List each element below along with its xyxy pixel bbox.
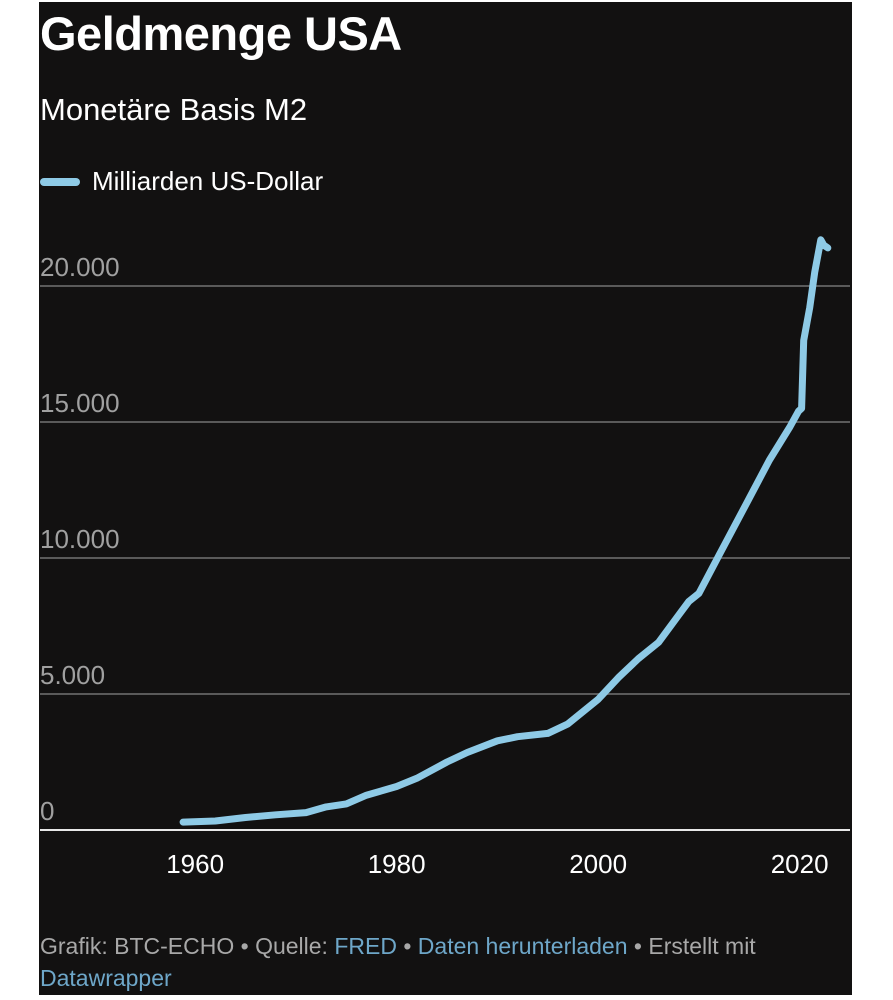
source-link[interactable]: FRED bbox=[334, 933, 397, 959]
y-tick-label: 15.000 bbox=[40, 388, 120, 418]
y-tick-label: 20.000 bbox=[40, 252, 120, 282]
chart-title: Geldmenge USA bbox=[40, 7, 402, 60]
legend-swatch bbox=[40, 177, 80, 186]
footer: Grafik: BTC-ECHO • Quelle: FRED • Daten … bbox=[40, 930, 855, 994]
footer-credit: Grafik: BTC-ECHO • Quelle: bbox=[40, 933, 335, 959]
x-tick-label: 2000 bbox=[569, 849, 627, 879]
x-tick-label: 1960 bbox=[166, 849, 224, 879]
x-tick-label: 1980 bbox=[368, 849, 426, 879]
chart-subtitle: Monetäre Basis M2 bbox=[40, 92, 308, 127]
footer-sep: • bbox=[396, 933, 418, 959]
legend-label: Milliarden US-Dollar bbox=[92, 166, 324, 196]
series-line-m2 bbox=[179, 236, 832, 826]
footer-created: • Erstellt mit bbox=[627, 933, 756, 959]
legend: Milliarden US-Dollar bbox=[40, 166, 323, 197]
datawrapper-link[interactable]: Datawrapper bbox=[40, 965, 172, 991]
y-tick-label: 5.000 bbox=[40, 660, 105, 690]
x-tick-label: 2020 bbox=[771, 849, 829, 879]
download-data-link[interactable]: Daten herunterladen bbox=[417, 933, 628, 959]
y-tick-label: 10.000 bbox=[40, 524, 120, 554]
y-tick-label: 0 bbox=[40, 796, 54, 826]
